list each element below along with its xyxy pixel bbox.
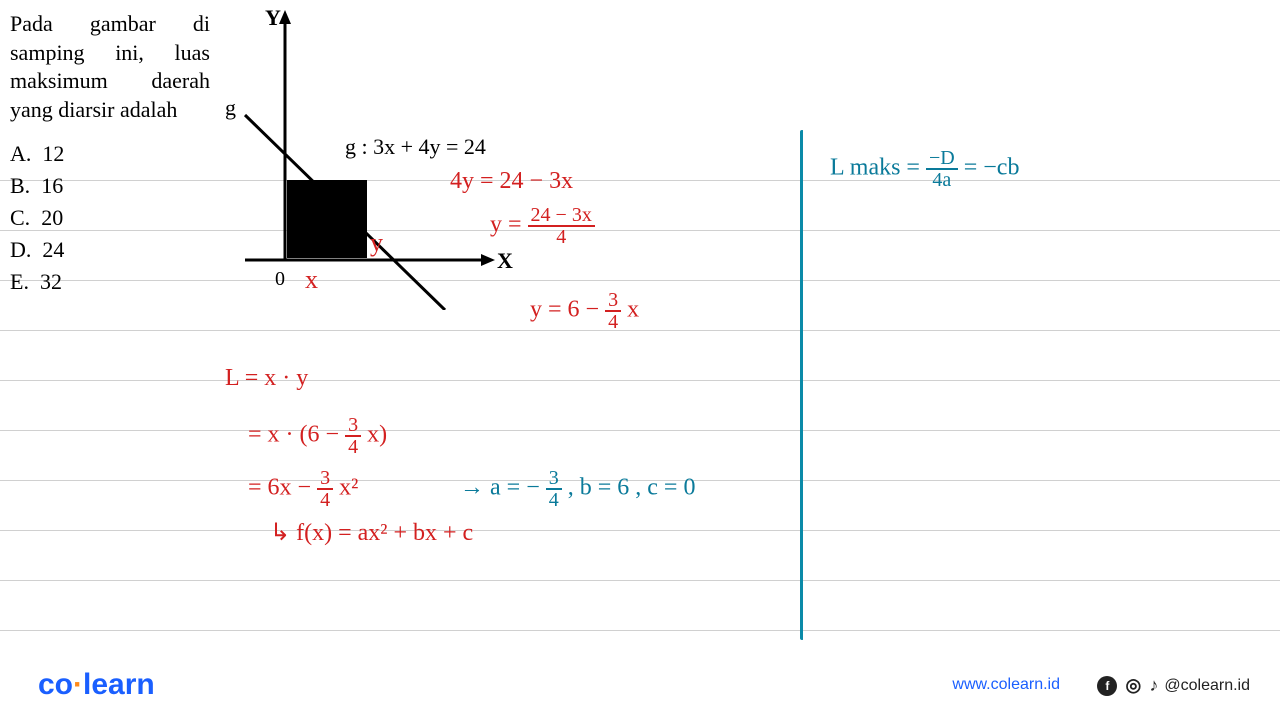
- work-line-3-den: 4: [605, 312, 621, 332]
- work-L2-pre: = x · (6 −: [248, 422, 345, 448]
- social-handle: @colearn.id: [1164, 677, 1250, 695]
- problem-graph: Y X 0 g g : 3x + 4y = 24 x y: [215, 0, 515, 310]
- origin-label: 0: [275, 268, 285, 291]
- logo-learn: learn: [83, 668, 155, 701]
- work-abc-pre: → a = −: [460, 475, 546, 501]
- line-equation: g : 3x + 4y = 24: [345, 134, 486, 160]
- work-L2-post: x): [361, 422, 387, 448]
- option-c: C. 20: [10, 202, 64, 234]
- option-a-value: 12: [42, 141, 64, 166]
- work-L3-den: 4: [317, 490, 333, 510]
- work-L4: ↳ f(x) = ax² + bx + c: [270, 518, 473, 547]
- lmaks-num2: −cb: [983, 155, 1019, 181]
- work-L1: L = x · y: [225, 365, 308, 392]
- work-line-3: y = 6 − 34 x: [530, 290, 639, 332]
- logo-dot: ·: [73, 668, 83, 701]
- work-L3: = 6x − 34 x²: [248, 468, 358, 510]
- lmaks-num1: −D: [926, 148, 958, 170]
- work-line-2-num: 24 − 3x: [528, 205, 595, 227]
- footer: co·learn www.colearn.id f ◎ ♪ @colearn.i…: [0, 662, 1280, 702]
- work-line-3-pre: y = 6 −: [530, 297, 605, 323]
- work-line-3-num: 3: [605, 290, 621, 312]
- hand-x: x: [305, 265, 318, 295]
- facebook-icon: f: [1097, 676, 1117, 696]
- hand-y: y: [370, 228, 383, 258]
- work-L3-pre: = 6x −: [248, 475, 317, 501]
- tiktok-icon: ♪: [1149, 675, 1158, 696]
- option-e: E. 32: [10, 266, 64, 298]
- work-L2: = x · (6 − 34 x): [248, 415, 387, 457]
- vertical-divider: [800, 130, 804, 640]
- work-abc-num: 3: [546, 468, 562, 490]
- question-text: Pada gambar di samping ini, luas maksimu…: [10, 10, 210, 124]
- work-L3-num: 3: [317, 468, 333, 490]
- x-axis-label: X: [497, 248, 513, 274]
- option-e-value: 32: [40, 269, 62, 294]
- option-a: A. 12: [10, 138, 64, 170]
- work-abc-post: , b = 6 , c = 0: [562, 475, 696, 501]
- logo-co: co: [38, 668, 73, 701]
- answer-options: A. 12 B. 16 C. 20 D. 24 E. 32: [10, 138, 64, 297]
- option-d: D. 24: [10, 234, 64, 266]
- work-line-3-post: x: [621, 297, 639, 323]
- work-line-1: 4y = 24 − 3x: [450, 168, 573, 195]
- work-abc-den: 4: [546, 490, 562, 510]
- work-lmaks: L maks = −D4a = −cb: [830, 148, 1019, 190]
- lmaks-pre: L maks =: [830, 155, 926, 181]
- work-line-2-pre: y =: [490, 212, 528, 238]
- social-links: f ◎ ♪ @colearn.id: [1097, 675, 1250, 696]
- option-b-value: 16: [41, 173, 63, 198]
- instagram-icon: ◎: [1123, 676, 1143, 696]
- work-line-2-den: 4: [528, 227, 595, 247]
- option-b: B. 16: [10, 170, 64, 202]
- brand-logo: co·learn: [38, 668, 155, 702]
- option-c-value: 20: [41, 205, 63, 230]
- lmaks-den1: 4a: [926, 170, 958, 190]
- work-L2-den: 4: [345, 437, 361, 457]
- work-L2-num: 3: [345, 415, 361, 437]
- line-g-label: g: [225, 95, 236, 121]
- work-abc: → a = − 34 , b = 6 , c = 0: [460, 468, 695, 510]
- work-line-2: y = 24 − 3x4: [490, 205, 595, 247]
- y-axis-label: Y: [265, 5, 281, 31]
- option-d-value: 24: [42, 237, 64, 262]
- work-L3-post: x²: [333, 475, 358, 501]
- lmaks-mid: =: [958, 155, 984, 181]
- website-url: www.colearn.id: [952, 676, 1060, 694]
